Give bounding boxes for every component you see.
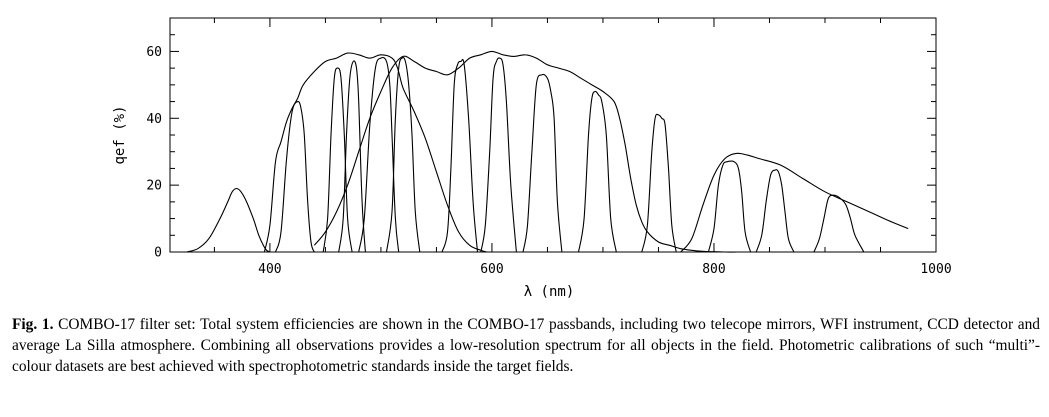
x-tick-label: 600 bbox=[480, 262, 503, 277]
axis-ticks bbox=[170, 17, 937, 253]
passband-curve-4 bbox=[322, 67, 353, 253]
y-tick-label: 20 bbox=[146, 179, 162, 194]
passband-curve-12 bbox=[577, 90, 617, 253]
y-tick-label: 60 bbox=[146, 45, 162, 60]
passband-curve-5 bbox=[338, 60, 366, 253]
passband-curve-14 bbox=[680, 152, 909, 253]
passband-curve-6 bbox=[358, 56, 400, 253]
passband-curves bbox=[186, 50, 909, 253]
passband-curve-3 bbox=[274, 100, 315, 253]
passband-curve-8 bbox=[385, 56, 421, 253]
passband-curve-11 bbox=[522, 73, 563, 253]
passband-curve-15 bbox=[707, 160, 752, 253]
filter-efficiency-chart: 400 600 800 1000 0 20 40 60 λ (nm) qef (%) bbox=[112, 17, 952, 300]
figure-caption: Fig. 1. COMBO-17 filter set: Total syste… bbox=[12, 314, 1040, 377]
tick-labels: 400 600 800 1000 0 20 40 60 bbox=[146, 45, 951, 277]
passband-curve-16 bbox=[755, 169, 795, 253]
passband-curve-2 bbox=[263, 52, 487, 253]
passband-curve-13 bbox=[641, 113, 677, 253]
x-axis-label: λ (nm) bbox=[524, 284, 575, 300]
x-tick-label: 1000 bbox=[920, 262, 951, 277]
passband-curve-1 bbox=[186, 187, 271, 253]
plot-frame bbox=[169, 17, 937, 253]
y-tick-label: 40 bbox=[146, 112, 162, 127]
passband-curve-7 bbox=[313, 50, 737, 253]
caption-text: COMBO-17 filter set: Total system effici… bbox=[12, 316, 1040, 375]
y-axis-label: qef (%) bbox=[112, 105, 128, 164]
figure-label: Fig. 1. bbox=[12, 316, 54, 333]
y-tick-label: 0 bbox=[154, 246, 162, 261]
passband-curve-10 bbox=[480, 57, 517, 253]
passband-curve-9 bbox=[441, 59, 479, 253]
x-tick-label: 800 bbox=[702, 262, 725, 277]
passband-curve-17 bbox=[813, 194, 865, 253]
x-tick-label: 400 bbox=[258, 262, 281, 277]
